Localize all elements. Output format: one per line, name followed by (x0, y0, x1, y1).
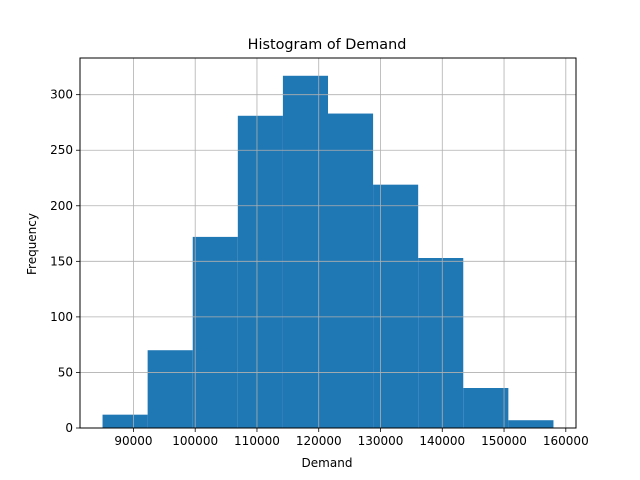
x-tick-label: 110000 (234, 434, 280, 448)
histogram-bars (102, 75, 554, 429)
histogram-bar (282, 75, 328, 429)
x-tick-label: 160000 (543, 434, 589, 448)
y-tick-label: 0 (65, 421, 73, 435)
y-tick-label: 150 (50, 254, 73, 268)
y-tick-label: 300 (50, 88, 73, 102)
histogram-bar (463, 388, 509, 428)
x-tick-label: 130000 (358, 434, 404, 448)
histogram-bar (373, 184, 419, 428)
y-tick-label: 200 (50, 199, 73, 213)
x-tick-label: 120000 (296, 434, 342, 448)
x-axis-label: Demand (302, 456, 353, 470)
histogram-bar (328, 113, 374, 429)
y-tick-label: 100 (50, 310, 73, 324)
histogram-bar (508, 420, 554, 428)
grid-lines (80, 58, 576, 429)
chart-title: Histogram of Demand (248, 37, 407, 53)
y-tick-label: 50 (58, 365, 73, 379)
histogram-bar (192, 236, 238, 428)
y-axis-ticks: 0 50 100 150 200 250 300 (50, 88, 80, 435)
histogram-bar (418, 258, 464, 428)
x-axis-ticks: 90000 100000 110000 120000 130000 140000 15000… (114, 428, 589, 448)
x-tick-label: 90000 (114, 434, 152, 448)
axes-frame (79, 57, 577, 429)
y-tick-label: 250 (50, 143, 73, 157)
histogram-bar (102, 414, 148, 428)
x-tick-label: 150000 (481, 434, 527, 448)
histogram-bar (237, 115, 283, 429)
x-tick-label: 100000 (172, 434, 218, 448)
x-tick-label: 140000 (419, 434, 465, 448)
y-axis-label: Frequency (25, 213, 39, 275)
histogram-bar (147, 350, 193, 428)
